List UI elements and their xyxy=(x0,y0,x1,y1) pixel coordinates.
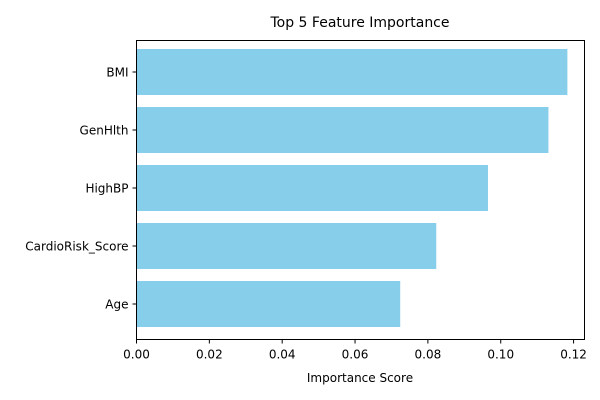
x-tick-label: 0.02 xyxy=(196,348,223,362)
y-tick-label: CardioRisk_Score xyxy=(25,240,128,254)
y-axis-ticks: BMI GenHlth HighBP CardioRisk_Score Age xyxy=(25,66,137,312)
bar-bmi xyxy=(136,49,568,95)
x-tick-label: 0.10 xyxy=(487,348,514,362)
bar-cardiorisk-score xyxy=(136,223,437,269)
x-axis-label: Importance Score xyxy=(307,371,413,385)
x-tick-label: 0.00 xyxy=(123,348,150,362)
y-tick-label: Age xyxy=(105,298,128,312)
bar-genhlth xyxy=(136,107,549,153)
y-tick-label: HighBP xyxy=(85,182,128,196)
y-tick-label: BMI xyxy=(106,66,128,80)
bar-age xyxy=(136,281,401,327)
x-tick-label: 0.04 xyxy=(269,348,296,362)
x-tick-label: 0.06 xyxy=(342,348,369,362)
bars-group xyxy=(136,49,568,327)
x-tick-label: 0.12 xyxy=(560,348,587,362)
x-axis-ticks: 0.00 0.02 0.04 0.06 0.08 0.10 0.12 xyxy=(123,339,587,362)
y-tick-label: GenHlth xyxy=(80,124,129,138)
plot-frame xyxy=(136,40,585,340)
x-tick-label: 0.08 xyxy=(415,348,442,362)
chart-title: Top 5 Feature Importance xyxy=(269,15,449,31)
bar-highbp xyxy=(136,165,488,211)
